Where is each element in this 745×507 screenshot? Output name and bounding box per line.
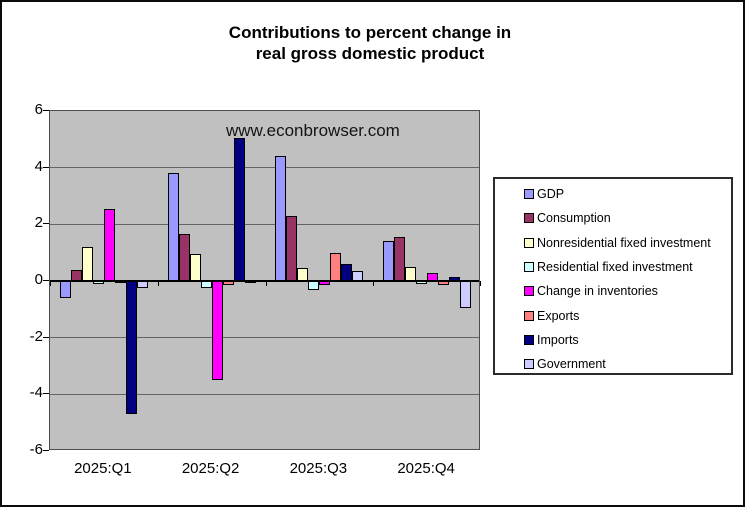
legend-item: Government xyxy=(495,352,731,373)
y-axis-tick xyxy=(43,450,49,451)
x-axis-label: 2025:Q1 xyxy=(74,460,132,477)
legend-item: Nonresidential fixed investment xyxy=(495,231,731,255)
legend-swatch-icon xyxy=(524,310,534,321)
chart-title-line2: real gross domestic product xyxy=(255,44,485,63)
legend-swatch-icon xyxy=(524,213,534,224)
category-tick xyxy=(373,281,375,286)
bar-exports-2025Q3 xyxy=(330,252,342,281)
legend-item: Consumption xyxy=(495,206,731,230)
legend-label: Nonresidential fixed investment xyxy=(537,235,711,250)
gridline xyxy=(50,337,479,339)
bar-consumption-2025Q2 xyxy=(178,234,190,281)
legend-swatch-icon xyxy=(524,334,534,345)
chart-title-line1: Contributions to percent change in xyxy=(228,23,512,42)
y-axis-label: 2 xyxy=(34,214,43,232)
legend-label: Imports xyxy=(537,332,579,347)
legend-swatch-icon xyxy=(524,262,534,273)
y-axis-label: -6 xyxy=(29,441,43,458)
legend-swatch-icon xyxy=(524,359,534,370)
category-tick xyxy=(480,281,481,286)
plot-area xyxy=(49,110,481,450)
y-axis-tick xyxy=(43,110,49,111)
legend-label: GDP xyxy=(537,187,565,202)
legend-item: Exports xyxy=(495,303,731,327)
y-axis-label: 0 xyxy=(34,271,43,288)
zero-axis-line xyxy=(50,280,479,282)
x-axis-label: 2025:Q4 xyxy=(397,460,455,477)
legend-label: Consumption xyxy=(537,211,611,226)
bar-government-2025Q1 xyxy=(136,281,148,289)
category-tick xyxy=(50,281,51,286)
gridline xyxy=(50,393,479,395)
y-axis-tick xyxy=(43,223,49,225)
bar-consumption-2025Q3 xyxy=(286,215,298,281)
legend-item: Change in inventories xyxy=(495,279,731,303)
y-axis-label: 6 xyxy=(34,101,43,118)
y-axis-tick xyxy=(43,166,49,168)
legend-label: Change in inventories xyxy=(537,284,658,299)
y-axis-tick xyxy=(43,280,49,281)
gridline xyxy=(50,167,479,169)
y-axis-label: 4 xyxy=(34,157,43,175)
y-axis-label: -2 xyxy=(29,327,43,345)
gridline xyxy=(50,223,479,225)
bar-imports-2025Q3 xyxy=(341,264,353,281)
chart-title: Contributions to percent change in real … xyxy=(2,22,738,64)
bar-consumption-2025Q4 xyxy=(394,237,406,281)
legend-item: Residential fixed investment xyxy=(495,255,731,279)
legend-swatch-icon xyxy=(524,237,534,248)
legend-label: Exports xyxy=(537,308,580,323)
legend-box: GDP Consumption Nonresidential fixed inves… xyxy=(493,177,733,375)
x-axis-label: 2025:Q3 xyxy=(289,460,348,477)
bar-change-in-inventories-2025Q2 xyxy=(211,281,223,381)
bar-government-2025Q4 xyxy=(460,281,472,308)
bar-residential-fixed-investment-2025Q2 xyxy=(200,281,212,289)
bar-change-in-inventories-2025Q1 xyxy=(103,208,115,281)
legend-item: GDP xyxy=(495,182,731,206)
bar-gdp-2025Q3 xyxy=(275,156,287,281)
bar-nonresidential-fixed-investment-2025Q4 xyxy=(405,266,417,281)
legend-swatch-icon xyxy=(524,189,534,200)
watermark-text: www.econbrowser.com xyxy=(226,121,400,140)
legend-label: Government xyxy=(537,357,606,372)
legend-item: Imports xyxy=(495,328,731,352)
bar-nonresidential-fixed-investment-2025Q1 xyxy=(81,247,93,281)
legend-swatch-icon xyxy=(524,286,534,297)
bar-gdp-2025Q1 xyxy=(59,281,71,298)
category-tick xyxy=(157,281,159,286)
bar-imports-2025Q1 xyxy=(125,281,137,415)
x-axis-label: 2025:Q2 xyxy=(181,460,240,477)
bar-gdp-2025Q2 xyxy=(167,173,179,281)
y-axis-tick xyxy=(43,393,49,395)
bar-gdp-2025Q4 xyxy=(383,241,395,281)
y-axis-tick xyxy=(43,336,49,338)
category-tick xyxy=(265,281,267,286)
y-axis-label: -4 xyxy=(29,384,43,402)
bar-imports-2025Q2 xyxy=(233,137,245,281)
bar-nonresidential-fixed-investment-2025Q2 xyxy=(189,254,201,281)
legend-label: Residential fixed investment xyxy=(537,260,693,275)
bar-residential-fixed-investment-2025Q3 xyxy=(308,281,320,290)
